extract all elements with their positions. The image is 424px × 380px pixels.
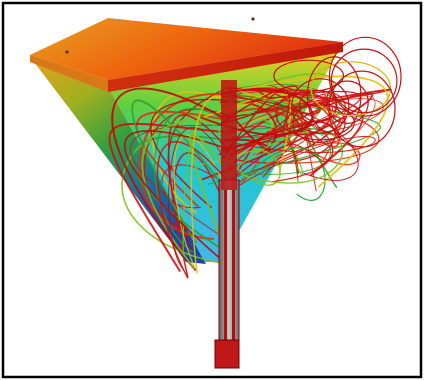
- streamline-loop: [275, 91, 332, 135]
- pipe-flow: [224, 190, 227, 340]
- streamline: [135, 110, 230, 208]
- streamline: [131, 99, 224, 244]
- streamline: [220, 92, 292, 175]
- streamline: [221, 96, 359, 181]
- streamline-loop: [273, 59, 345, 93]
- streamline: [153, 108, 229, 253]
- streamline: [167, 114, 230, 279]
- streamline: [123, 130, 229, 263]
- streamline: [168, 126, 226, 271]
- plate-hole: [65, 50, 69, 54]
- streamline-loop: [325, 80, 369, 125]
- streamline: [226, 95, 376, 171]
- streamline: [227, 93, 334, 183]
- streamline: [156, 141, 228, 278]
- streamline: [108, 122, 224, 273]
- streamline: [219, 89, 291, 163]
- plate-front: [108, 42, 343, 92]
- streamline-loop: [298, 89, 338, 123]
- plate-side: [30, 55, 108, 92]
- streamline: [220, 85, 298, 124]
- streamline: [225, 130, 344, 184]
- pipe-flow: [221, 80, 237, 190]
- streamline: [215, 145, 281, 186]
- pipe: [218, 179, 240, 341]
- streamline: [229, 147, 326, 201]
- streamline-loop: [328, 70, 396, 148]
- streamline: [129, 124, 224, 238]
- streamline: [229, 135, 376, 192]
- streamline: [173, 134, 231, 268]
- plate-hole: [251, 17, 255, 21]
- streamline-loop: [291, 78, 350, 134]
- streamline: [189, 133, 231, 255]
- streamline: [203, 81, 300, 118]
- streamlines: [108, 36, 402, 279]
- streamline: [150, 98, 231, 209]
- streamline: [161, 164, 229, 209]
- streamline: [223, 89, 316, 146]
- plate-top: [30, 18, 343, 80]
- streamline: [231, 75, 389, 188]
- streamline: [190, 95, 233, 274]
- streamline: [207, 90, 381, 185]
- streamline-loop: [330, 48, 398, 114]
- streamline: [111, 87, 223, 272]
- streamline-loop: [292, 102, 346, 143]
- streamline-loop: [328, 36, 402, 117]
- pipe-flow: [232, 190, 235, 340]
- pipe-base: [214, 339, 240, 369]
